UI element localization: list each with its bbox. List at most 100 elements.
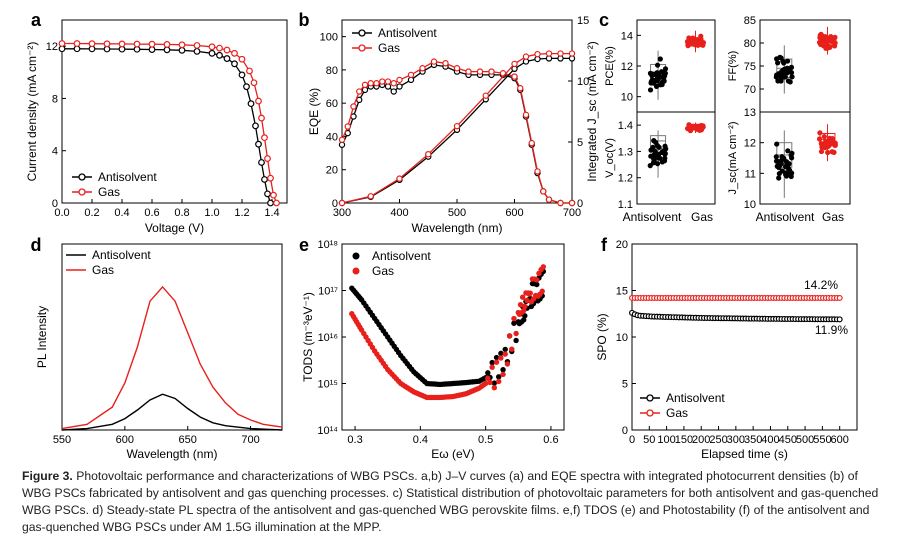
panel-a-ytick-label: 12 — [46, 41, 58, 53]
panel-c-ytick-label: 10 — [621, 92, 633, 104]
panel-b-xlabel: Wavelength (nm) — [412, 221, 503, 235]
panel-a-ytick-label: 0 — [52, 198, 58, 210]
panel-e-point — [513, 330, 519, 337]
panel-c-point — [827, 44, 833, 51]
panel-c-point — [816, 136, 823, 142]
panel-a-series-point — [231, 49, 238, 57]
panel-d-xtick-label: 700 — [241, 434, 259, 446]
panel-a-series-point — [261, 134, 268, 142]
panel-b-series-point — [545, 196, 553, 203]
panel-a-series-point — [193, 42, 201, 49]
panel-b-series-point — [430, 58, 438, 65]
panel-b-series-point — [338, 136, 346, 143]
panel-b-ytick-label: 40 — [326, 131, 338, 143]
panel-a-series-point — [267, 174, 274, 182]
panel-b-xtick-label: 500 — [448, 207, 466, 219]
panel-c-point — [784, 172, 790, 178]
panel-e-point — [491, 384, 498, 391]
panel-c-point — [651, 157, 657, 163]
panel-a-series-point — [252, 122, 259, 130]
panel-c-point — [789, 155, 795, 161]
panel-c-point — [780, 58, 786, 64]
panel-e-point — [517, 301, 524, 308]
panel-c-point — [691, 37, 697, 43]
panel-e-point — [491, 380, 498, 386]
panel-c-point — [694, 36, 700, 43]
panel-c-point — [657, 155, 663, 161]
panel-c-ylabel: J_sc(mA cm⁻²) — [727, 121, 739, 194]
panel-a-xtick-label: 1.0 — [204, 207, 219, 219]
panel-c-point — [826, 38, 832, 44]
panel-d-legend-label: Gas — [92, 263, 114, 277]
panel-e-point — [482, 380, 489, 387]
panel-c-point — [817, 130, 823, 136]
panel-c-point — [821, 133, 827, 140]
panel-c-cat-left: Gas — [691, 210, 713, 224]
panel-b-series-point — [390, 88, 397, 95]
panel-e-point — [522, 303, 528, 310]
panel-e-point — [489, 359, 495, 366]
panel-e-point — [498, 350, 504, 357]
panel-f-xlabel: Elapsed time (s) — [701, 447, 788, 461]
panel-c-point — [654, 161, 661, 167]
panel-c-point — [825, 142, 831, 148]
panel-c-subplot-frame — [636, 111, 716, 205]
panel-c-point — [785, 148, 791, 154]
panel-b-series-point — [528, 139, 535, 147]
panel-f-ytick-label: 10 — [616, 332, 628, 344]
panel-f-annotation-gas: 14.2% — [804, 278, 838, 292]
panel-e-xtick-label: 0.5 — [478, 434, 493, 446]
panel-b-y2tick-label: 5 — [577, 137, 583, 149]
panel-c-point — [825, 149, 831, 156]
panel-c-point — [773, 154, 779, 160]
panel-c-point — [779, 157, 785, 163]
panel-c-ylabel: V_oc(V) — [604, 138, 616, 178]
panel-c-cat-right: Antisolvent — [756, 210, 815, 224]
panel-f-ytick-label: 20 — [616, 239, 628, 251]
panel-b-xtick-label: 700 — [563, 207, 581, 219]
panel-b-series-point — [367, 193, 374, 200]
panel-c-point — [651, 138, 657, 144]
panel-f-xtick-label: 50 — [643, 434, 655, 446]
panel-d-xtick-label: 550 — [53, 434, 71, 446]
panel-e-point — [500, 371, 506, 378]
panel-b-series-point — [367, 80, 374, 87]
panel-c-point — [819, 32, 825, 38]
panel-c-ytick-label: 85 — [744, 15, 756, 27]
panel-a-series-point — [73, 40, 81, 47]
panel-b-y2tick-label: 10 — [577, 76, 589, 88]
panel-c-point — [776, 175, 782, 181]
panel-a-series-point — [264, 155, 271, 162]
panel-c-point — [774, 141, 780, 147]
panel-b-y2label: Integrated J_sc (mA cm⁻²) — [585, 41, 599, 181]
panel-c-ytick-label: 80 — [744, 38, 756, 50]
panel-a-frame — [61, 19, 288, 204]
panel-e-point — [489, 364, 495, 370]
panel-e-point — [534, 277, 540, 283]
panel-e-point — [534, 281, 540, 288]
panel-e-xlabel: Eω (eV) — [431, 447, 474, 461]
panel-b-series-point — [373, 80, 380, 87]
panel-e-legend-marker — [352, 252, 360, 260]
panel-b-xtick-label: 400 — [390, 207, 408, 219]
panel-b-series-point — [338, 199, 346, 207]
panel-b-series-point — [522, 111, 530, 119]
panel-b-series-point — [482, 92, 489, 99]
panel-c-ytick-label: 75 — [744, 61, 756, 73]
panel-c-point — [658, 69, 665, 75]
panel-a-series-point — [223, 55, 231, 62]
panel-c-point — [784, 70, 790, 76]
panel-c-point — [661, 150, 668, 156]
panel-a-ylabel: Current density (mA cm⁻²) — [25, 42, 39, 182]
panel-d-xtick-label: 600 — [116, 434, 134, 446]
panel-e-point — [487, 379, 493, 386]
panel-b-series-point — [344, 123, 351, 130]
panel-b-series-point — [557, 50, 564, 57]
panel-label-e: e — [299, 235, 309, 255]
panel-f-xtick-label: 350 — [744, 434, 762, 446]
panel-b-series-point — [511, 60, 518, 68]
panel-c-point — [700, 40, 707, 46]
panel-a-series-line — [62, 48, 272, 204]
panel-e-legend-label: Antisolvent — [372, 249, 431, 263]
panel-f-legend-marker — [646, 394, 654, 402]
